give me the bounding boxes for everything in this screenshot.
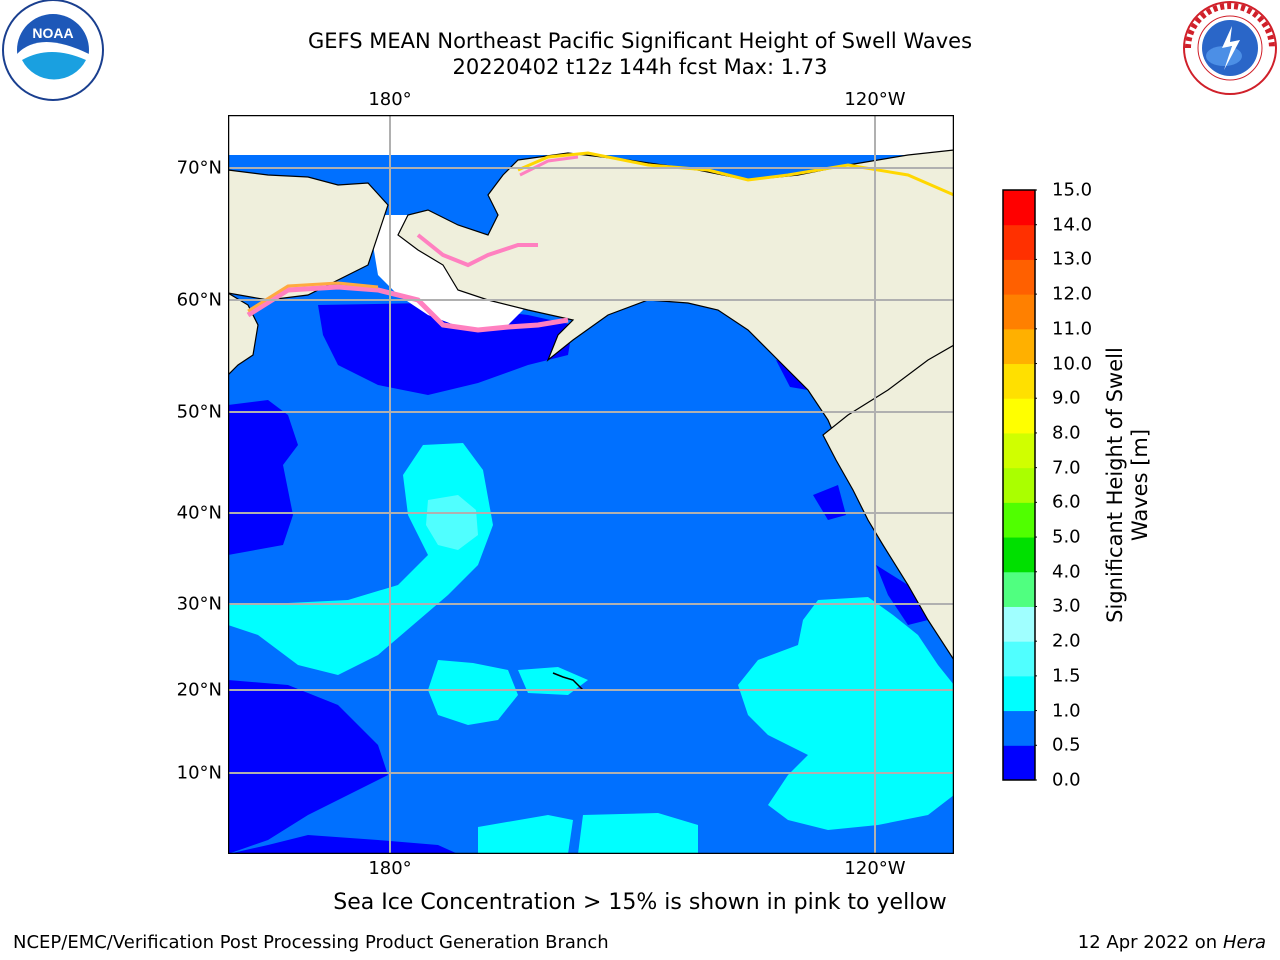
swell-band-0.0-0.5-mexico	[876, 565, 928, 625]
swell-band-1.0-1.5-central	[228, 443, 493, 675]
sea-ice-edge-norton	[416, 233, 538, 268]
colorbar-segment	[1003, 502, 1035, 538]
lat-tick-10n: 10°N	[176, 762, 222, 784]
date-line: 12 Apr 2022 on Hera	[1078, 932, 1266, 953]
sea-ice-edge-bering	[246, 284, 569, 333]
swell-band-0.0-0.5-southwest	[228, 680, 388, 854]
colorbar-segment	[1003, 224, 1035, 260]
colorbar-segment	[1003, 745, 1035, 781]
colorbar-segment	[1003, 294, 1035, 330]
colorbar-segment	[1003, 398, 1035, 434]
credit-line: NCEP/EMC/Verification Post Processing Pr…	[13, 932, 609, 953]
noaa-logo-text: NOAA	[32, 25, 73, 41]
land-north-america-lower	[822, 150, 954, 662]
ice-region-arctic	[228, 115, 954, 155]
noaa-logo: NOAA	[2, 0, 104, 101]
sea-ice-edge-arctic	[517, 151, 954, 197]
lat-tick-60n: 60°N	[176, 289, 222, 311]
date-text: 12 Apr 2022 on	[1077, 932, 1223, 953]
lat-tick-20n: 20°N	[176, 679, 222, 701]
colorbar-tick-label: 1.5	[1052, 665, 1081, 687]
date-host: Hera	[1222, 932, 1266, 953]
nws-logo	[1183, 1, 1277, 95]
colorbar-segment	[1003, 606, 1035, 642]
colorbar-frame	[1002, 189, 1036, 781]
lat-tick-50n: 50°N	[176, 401, 222, 423]
colorbar-tick-label: 3.0	[1052, 595, 1081, 617]
top-tick-180: 180°	[368, 89, 412, 110]
colorbar-segment	[1003, 571, 1035, 607]
swell-height-map	[228, 115, 954, 854]
colorbar-tick-label: 6.0	[1052, 491, 1081, 513]
colorbar-tick-label: 0.5	[1052, 734, 1081, 756]
swell-band-1.0-1.5-east	[738, 597, 954, 830]
colorbar-segment	[1003, 328, 1035, 365]
chart-subtitle: 20220402 t12z 144h fcst Max: 1.73	[452, 55, 828, 79]
colorbar-label-line1: Significant Height of Swell	[1103, 347, 1127, 623]
colorbar-tick-label: 12.0	[1052, 283, 1093, 305]
colorbar-tick-label: 14.0	[1052, 214, 1093, 236]
top-tick-120w: 120°W	[844, 89, 906, 110]
colorbar-label-line2: Waves [m]	[1128, 428, 1152, 542]
land-hawaii	[552, 672, 584, 691]
sea-ice-footnote: Sea Ice Concentration > 15% is shown in …	[333, 890, 947, 915]
colorbar-tick-label: 5.0	[1052, 526, 1081, 548]
colorbar-segment	[1003, 432, 1035, 469]
colorbar	[1002, 189, 1037, 781]
colorbar-tick-label: 15.0	[1052, 179, 1093, 201]
colorbar-segment	[1003, 710, 1035, 746]
land-alaska	[397, 149, 954, 647]
lat-tick-40n: 40°N	[176, 502, 222, 524]
chart-title: GEFS MEAN Northeast Pacific Significant …	[307, 29, 973, 53]
colorbar-tick-label: 1.0	[1052, 700, 1081, 722]
colorbar-segment	[1003, 259, 1035, 295]
swell-band-1.0-1.5-south	[478, 815, 573, 854]
swell-band-0.0-0.5-california	[813, 485, 846, 520]
colorbar-tick-label: 8.0	[1052, 422, 1081, 444]
colorbar-tick-label: 7.0	[1052, 457, 1081, 479]
colorbar-tick-label: 10.0	[1052, 353, 1093, 375]
lat-tick-30n: 30°N	[176, 593, 222, 615]
sea-ice-edge-bering-orange	[247, 281, 379, 313]
colorbar-segment	[1003, 641, 1035, 677]
colorbar-segment	[1003, 537, 1035, 573]
swell-band-1.5-2.0-core	[426, 495, 478, 550]
sea-ice-edge-arctic-pink	[519, 155, 579, 177]
swell-band-1.0-1.5-mid	[428, 660, 518, 725]
swell-band-0.0-0.5-west	[228, 400, 298, 555]
map-frame	[228, 115, 954, 854]
colorbar-tick-label: 9.0	[1052, 387, 1081, 409]
colorbar-segment	[1003, 190, 1035, 226]
colorbar-tick-label: 13.0	[1052, 248, 1093, 270]
colorbar-tick-label: 0.0	[1052, 769, 1081, 791]
colorbar-tick-label: 2.0	[1052, 630, 1081, 652]
bottom-tick-120w: 120°W	[844, 858, 906, 879]
colorbar-label: Significant Height of Swell Waves [m]	[1103, 320, 1153, 650]
colorbar-segment	[1003, 675, 1035, 712]
graticule	[228, 115, 954, 854]
swell-band-1.0-1.5-mid-b	[518, 667, 588, 695]
swell-band-0.0-0.5-southwest-b	[228, 835, 458, 854]
bottom-tick-180: 180°	[368, 858, 412, 879]
colorbar-segment	[1003, 467, 1035, 503]
colorbar-tick-label: 11.0	[1052, 318, 1093, 340]
swell-band-1.0-1.5-south-b	[578, 813, 698, 854]
colorbar-tick-label: 4.0	[1052, 561, 1081, 583]
colorbar-segment	[1003, 363, 1035, 399]
lat-tick-70n: 70°N	[176, 157, 222, 179]
